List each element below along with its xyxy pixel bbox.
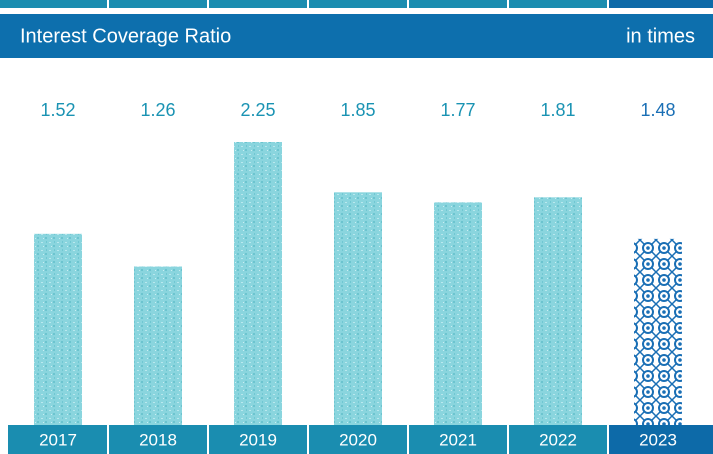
top-tabs xyxy=(0,0,713,8)
bar xyxy=(334,192,382,425)
category-cell xyxy=(209,425,307,454)
header-bar xyxy=(0,14,713,58)
value-label: 2.25 xyxy=(240,100,275,120)
bar xyxy=(634,238,682,425)
x-tick-label: 2022 xyxy=(539,430,577,449)
bar xyxy=(34,233,82,425)
bar xyxy=(434,202,482,425)
x-tick-label: 2017 xyxy=(39,430,77,449)
bar xyxy=(234,142,282,425)
value-label: 1.85 xyxy=(340,100,375,120)
chart-title: Interest Coverage Ratio xyxy=(20,25,231,47)
category-cell xyxy=(409,425,507,454)
x-tick-label: 2023 xyxy=(639,430,677,449)
category-cell xyxy=(309,425,407,454)
bar xyxy=(534,197,582,425)
x-tick-label: 2020 xyxy=(339,430,377,449)
x-tick-label: 2018 xyxy=(139,430,177,449)
value-label: 1.52 xyxy=(40,100,75,120)
category-cell xyxy=(109,425,207,454)
category-cell xyxy=(509,425,607,454)
value-label: 1.26 xyxy=(140,100,175,120)
category-cell xyxy=(609,425,713,454)
value-label: 1.81 xyxy=(540,100,575,120)
unit-label: in times xyxy=(626,25,695,47)
x-tick-label: 2021 xyxy=(439,430,477,449)
x-tick-label: 2019 xyxy=(239,430,277,449)
value-label: 1.48 xyxy=(640,100,675,120)
bar xyxy=(134,266,182,425)
value-label: 1.77 xyxy=(440,100,475,120)
category-cell xyxy=(8,425,107,454)
